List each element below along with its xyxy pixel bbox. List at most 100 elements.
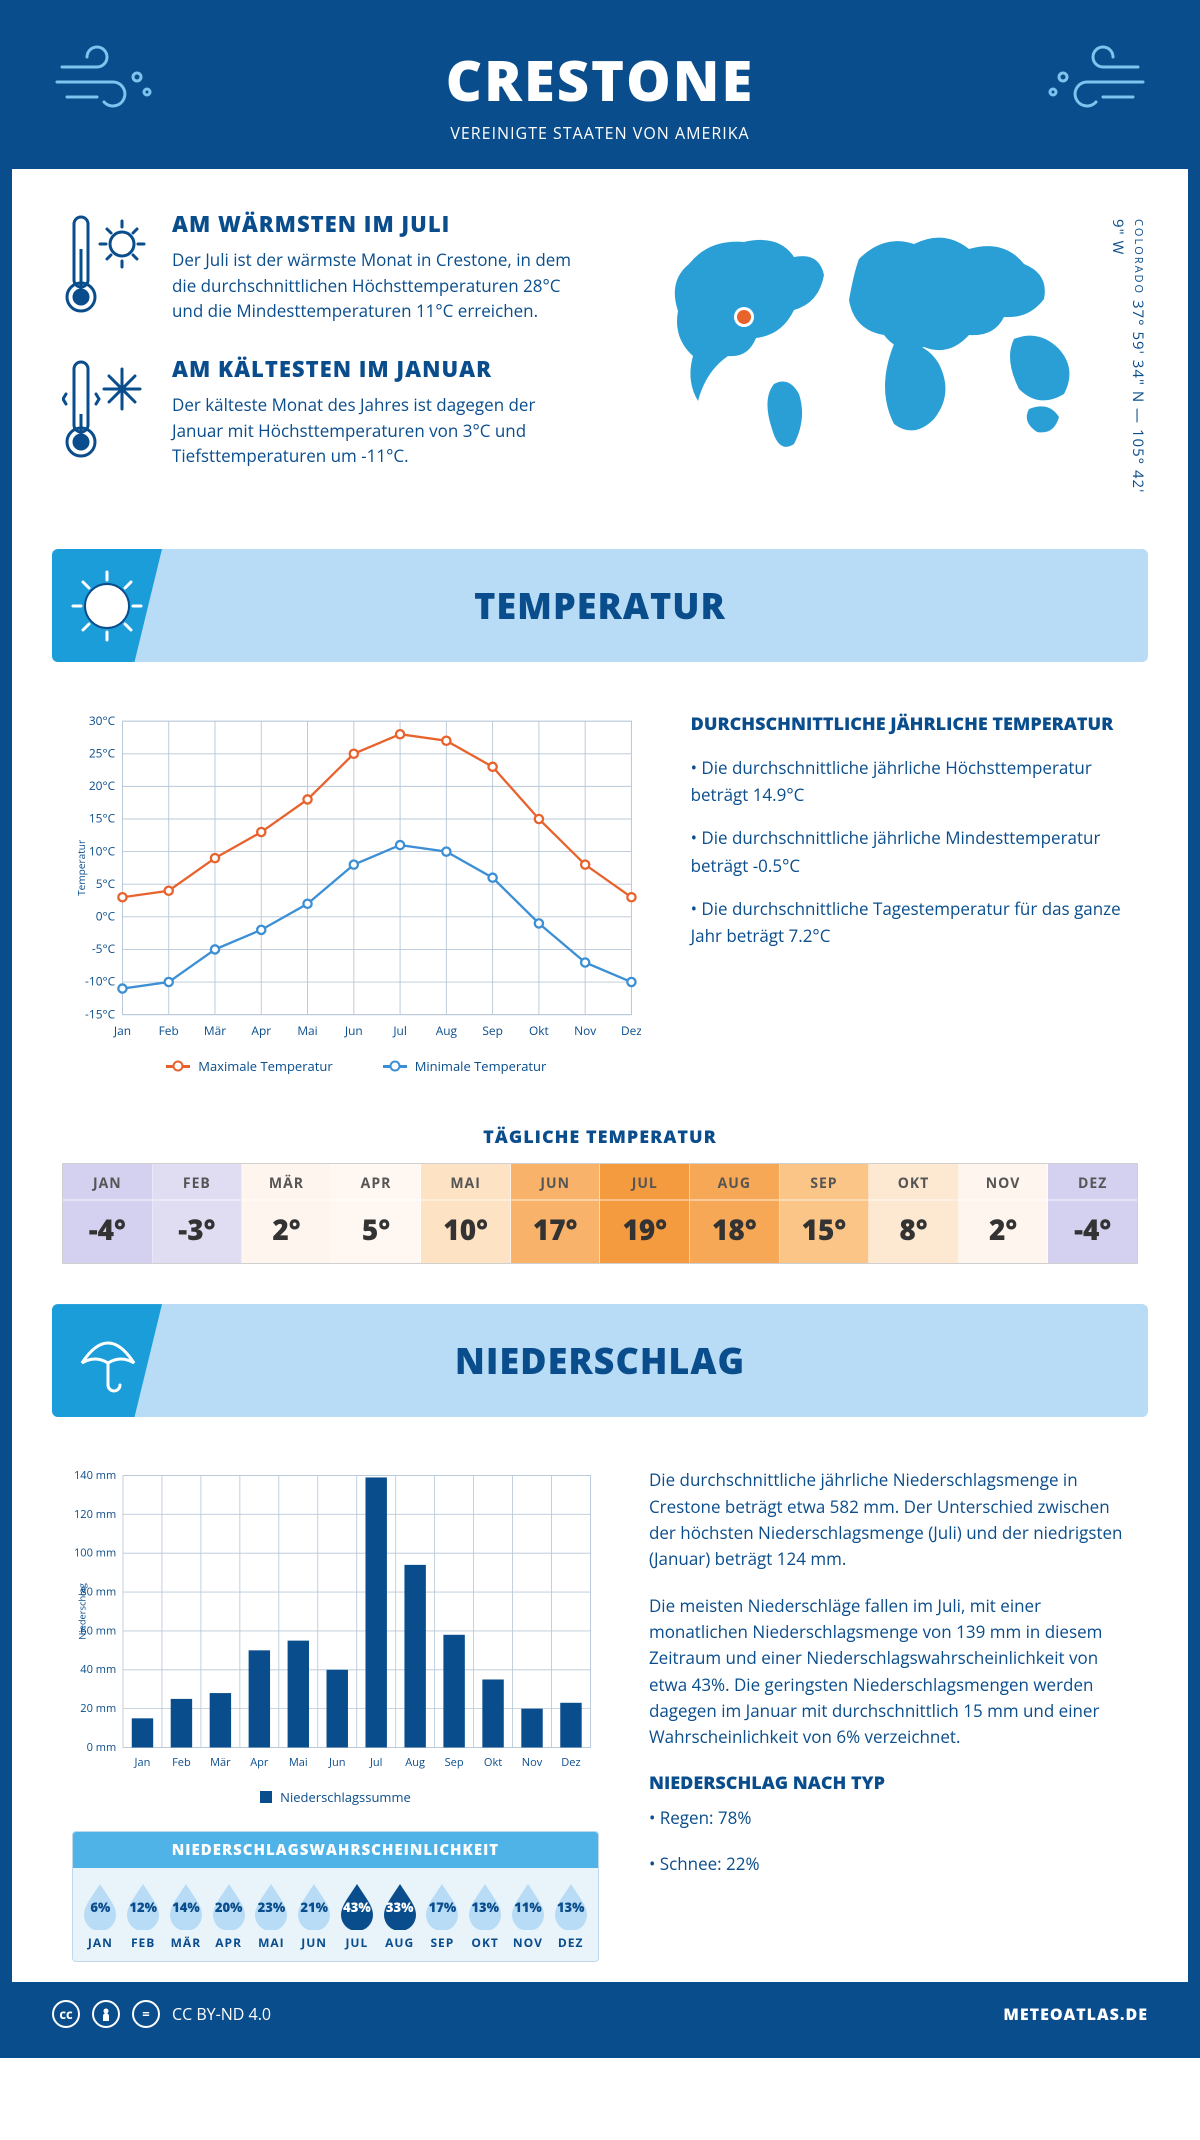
prob-cell: 17%SEP [421, 1882, 464, 1951]
svg-text:25°C: 25°C [89, 745, 116, 761]
fact-coldest: AM KÄLTESTEN IM JANUAR Der kälteste Mona… [62, 354, 580, 469]
precip-chart-legend: Niederschlagssumme [72, 1788, 599, 1806]
prob-title: NIEDERSCHLAGSWAHRSCHEINLICHKEIT [73, 1832, 598, 1868]
svg-text:Sep: Sep [482, 1023, 503, 1039]
prob-cell: 14%MÄR [165, 1882, 208, 1951]
temp-text-p3: • Die durchschnittliche Tagestemperatur … [691, 895, 1128, 949]
intro-row: AM WÄRMSTEN IM JULI Der Juli ist der wär… [12, 169, 1188, 529]
prob-cell: 13%DEZ [549, 1882, 592, 1951]
license-text: CC BY-ND 4.0 [172, 2003, 271, 2025]
daily-temp-cell: SEP15° [780, 1164, 870, 1263]
daily-temp-row: JAN-4°FEB-3°MÄR2°APR5°MAI10°JUN17°JUL19°… [62, 1163, 1138, 1264]
svg-text:Dez: Dez [561, 1755, 580, 1770]
svg-text:Sep: Sep [445, 1755, 464, 1770]
svg-text:Aug: Aug [436, 1023, 458, 1039]
page: CRESTONE VEREINIGTE STAATEN VON AMERIKA [0, 0, 1200, 2058]
svg-text:Jan: Jan [113, 1023, 131, 1039]
temp-text-p1: • Die durchschnittliche jährliche Höchst… [691, 754, 1128, 808]
svg-text:Okt: Okt [529, 1023, 549, 1039]
temp-text-heading: DURCHSCHNITTLICHE JÄHRLICHE TEMPERATUR [691, 712, 1128, 736]
precip-snow: • Schnee: 22% [649, 1851, 1128, 1877]
daily-temp-cell: AUG18° [690, 1164, 780, 1263]
site-name: METEOATLAS.DE [1003, 2003, 1148, 2025]
world-map: COLORADO 37° 59' 34" N — 105° 42' 9" W [620, 209, 1138, 499]
precip-section-title: NIEDERSCHLAG [455, 1336, 745, 1385]
prob-cell: 43%JUL [336, 1882, 379, 1951]
state-label: COLORADO [1131, 219, 1146, 295]
daily-temp-cell: JAN-4° [63, 1164, 153, 1263]
svg-text:Aug: Aug [405, 1755, 425, 1770]
svg-text:100 mm: 100 mm [74, 1546, 116, 1561]
daily-temp-cell: JUL19° [600, 1164, 690, 1263]
svg-text:Mär: Mär [210, 1755, 231, 1770]
svg-text:Apr: Apr [251, 1023, 271, 1039]
svg-text:Jun: Jun [328, 1755, 345, 1770]
svg-text:Jul: Jul [392, 1023, 407, 1039]
legend-min: Minimale Temperatur [415, 1057, 547, 1075]
fact-warmest: AM WÄRMSTEN IM JULI Der Juli ist der wär… [62, 209, 580, 324]
svg-text:Feb: Feb [172, 1755, 191, 1770]
precipitation-probability-box: NIEDERSCHLAGSWAHRSCHEINLICHKEIT 6%JAN12%… [72, 1831, 599, 1962]
sun-icon [52, 549, 162, 662]
precip-p1: Die durchschnittliche jährliche Niedersc… [649, 1467, 1128, 1572]
svg-text:5°C: 5°C [96, 876, 116, 892]
thermometer-snow-icon [62, 354, 152, 469]
svg-text:40 mm: 40 mm [80, 1662, 116, 1677]
precipitation-bar-chart: 0 mm20 mm40 mm60 mm80 mm100 mm120 mm140 … [72, 1467, 599, 1773]
page-title: CRESTONE [32, 42, 1168, 118]
thermometer-sun-icon [62, 209, 152, 324]
svg-text:-15°C: -15°C [85, 1006, 116, 1022]
section-banner-precipitation: NIEDERSCHLAG [52, 1304, 1148, 1417]
prob-cell: 21%JUN [293, 1882, 336, 1951]
svg-text:15°C: 15°C [89, 811, 116, 827]
daily-temp-cell: APR5° [332, 1164, 422, 1263]
umbrella-icon [52, 1304, 162, 1417]
cc-icon: cc [52, 2000, 80, 2028]
svg-text:Jul: Jul [369, 1755, 383, 1770]
temp-section-title: TEMPERATUR [474, 581, 726, 630]
precip-type-heading: NIEDERSCHLAG NACH TYP [649, 1771, 1128, 1795]
coordinates: COLORADO 37° 59' 34" N — 105° 42' 9" W [1108, 219, 1148, 499]
svg-text:0 mm: 0 mm [87, 1740, 117, 1755]
temperature-section: -15°C-10°C-5°C0°C5°C10°C15°C20°C25°C30°C… [12, 682, 1188, 1105]
svg-text:Apr: Apr [250, 1755, 269, 1770]
prob-cell: 12%FEB [122, 1882, 165, 1951]
svg-text:Mär: Mär [204, 1023, 226, 1039]
wind-icon [1038, 42, 1148, 127]
svg-text:Nov: Nov [574, 1023, 596, 1039]
section-banner-temperature: TEMPERATUR [52, 549, 1148, 662]
svg-text:120 mm: 120 mm [74, 1507, 116, 1522]
svg-text:Niederschlag: Niederschlag [76, 1583, 89, 1640]
prob-cell: 13%OKT [464, 1882, 507, 1951]
fact-warm-body: Der Juli ist der wärmste Monat in Cresto… [172, 247, 580, 324]
precip-p2: Die meisten Niederschläge fallen im Juli… [649, 1593, 1128, 1751]
nd-icon: = [132, 2000, 160, 2028]
svg-text:Feb: Feb [159, 1023, 179, 1039]
wind-icon [52, 42, 162, 127]
header: CRESTONE VEREINIGTE STAATEN VON AMERIKA [12, 12, 1188, 169]
daily-temp-cell: MÄR2° [242, 1164, 332, 1263]
svg-text:140 mm: 140 mm [74, 1468, 116, 1483]
svg-text:-5°C: -5°C [92, 941, 116, 957]
precipitation-summary: Die durchschnittliche jährliche Niedersc… [649, 1467, 1128, 1962]
svg-text:Dez: Dez [621, 1023, 641, 1039]
daily-temp-cell: MAI10° [421, 1164, 511, 1263]
daily-temp-cell: FEB-3° [153, 1164, 243, 1263]
svg-text:0°C: 0°C [96, 908, 116, 924]
fact-cold-body: Der kälteste Monat des Jahres ist dagege… [172, 392, 580, 469]
svg-text:Temperatur: Temperatur [74, 840, 88, 896]
temperature-summary: DURCHSCHNITTLICHE JÄHRLICHE TEMPERATUR •… [691, 712, 1128, 1075]
svg-text:-10°C: -10°C [85, 974, 116, 990]
svg-text:20°C: 20°C [89, 778, 116, 794]
by-icon [92, 2000, 120, 2028]
svg-text:Jun: Jun [344, 1023, 363, 1039]
daily-temp-cell: DEZ-4° [1048, 1164, 1137, 1263]
daily-temp-cell: OKT8° [869, 1164, 959, 1263]
prob-cell: 23%MAI [250, 1882, 293, 1951]
prob-cell: 20%APR [207, 1882, 250, 1951]
precip-rain: • Regen: 78% [649, 1805, 1128, 1831]
temp-chart-legend: Maximale Temperatur Minimale Temperatur [72, 1057, 641, 1075]
svg-text:10°C: 10°C [89, 843, 116, 859]
precip-legend: Niederschlagssumme [280, 1788, 411, 1806]
svg-text:Mai: Mai [289, 1755, 308, 1770]
